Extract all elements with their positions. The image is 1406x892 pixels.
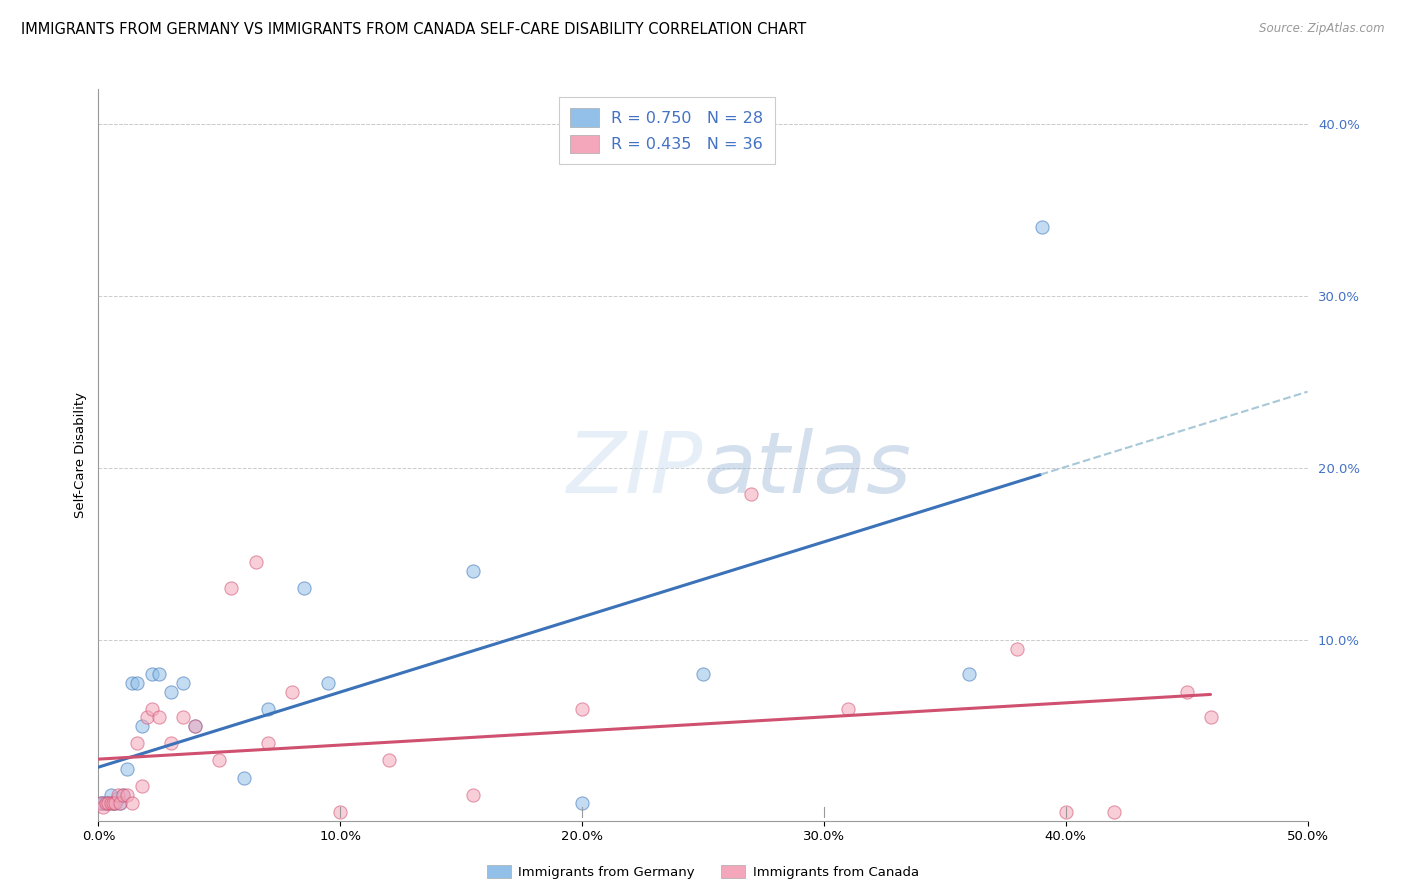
Point — [1007, 641, 1029, 656]
Point — [148, 710, 170, 724]
Point — [90, 797, 112, 811]
Point — [141, 702, 163, 716]
Point — [108, 797, 131, 811]
Legend: R = 0.750   N = 28, R = 0.435   N = 36: R = 0.750 N = 28, R = 0.435 N = 36 — [558, 97, 775, 164]
Point — [127, 736, 149, 750]
Point — [184, 719, 207, 733]
Point — [131, 779, 153, 793]
Point — [172, 710, 194, 724]
Point — [97, 797, 120, 811]
Point — [316, 676, 339, 690]
Point — [1102, 805, 1125, 819]
Point — [94, 797, 117, 811]
Point — [104, 797, 127, 811]
Point — [692, 667, 714, 681]
Text: atlas: atlas — [703, 428, 911, 511]
Point — [97, 797, 120, 811]
Legend: Immigrants from Germany, Immigrants from Canada: Immigrants from Germany, Immigrants from… — [481, 858, 925, 886]
Point — [377, 753, 399, 767]
Point — [463, 564, 485, 578]
Point — [571, 702, 593, 716]
Point — [1199, 710, 1222, 724]
Point — [107, 791, 129, 805]
Point — [957, 667, 980, 681]
Point — [117, 762, 139, 776]
Point — [90, 797, 112, 811]
Point — [108, 797, 131, 811]
Y-axis label: Self-Care Disability: Self-Care Disability — [75, 392, 87, 518]
Point — [292, 582, 315, 596]
Point — [232, 771, 254, 785]
Point — [107, 788, 129, 802]
Point — [281, 684, 304, 698]
Point — [100, 797, 122, 811]
Point — [117, 788, 139, 802]
Point — [148, 667, 170, 681]
Point — [121, 676, 143, 690]
Point — [208, 753, 231, 767]
Point — [463, 788, 485, 802]
Point — [101, 797, 124, 811]
Point — [221, 582, 243, 596]
Point — [135, 710, 157, 724]
Text: ZIP: ZIP — [567, 428, 703, 511]
Point — [100, 788, 122, 802]
Point — [94, 797, 117, 811]
Point — [141, 667, 163, 681]
Point — [329, 805, 352, 819]
Point — [1054, 805, 1077, 819]
Point — [121, 797, 143, 811]
Point — [1031, 219, 1053, 234]
Point — [127, 676, 149, 690]
Point — [160, 684, 183, 698]
Point — [256, 736, 278, 750]
Point — [160, 736, 183, 750]
Point — [172, 676, 194, 690]
Point — [111, 788, 134, 802]
Text: Source: ZipAtlas.com: Source: ZipAtlas.com — [1260, 22, 1385, 36]
Point — [837, 702, 859, 716]
Point — [571, 797, 593, 811]
Point — [91, 797, 114, 811]
Text: IMMIGRANTS FROM GERMANY VS IMMIGRANTS FROM CANADA SELF-CARE DISABILITY CORRELATI: IMMIGRANTS FROM GERMANY VS IMMIGRANTS FR… — [21, 22, 806, 37]
Point — [104, 797, 127, 811]
Point — [131, 719, 153, 733]
Point — [245, 556, 267, 570]
Point — [101, 797, 124, 811]
Point — [184, 719, 207, 733]
Point — [111, 788, 134, 802]
Point — [256, 702, 278, 716]
Point — [91, 800, 114, 814]
Point — [1175, 684, 1198, 698]
Point — [740, 486, 762, 500]
